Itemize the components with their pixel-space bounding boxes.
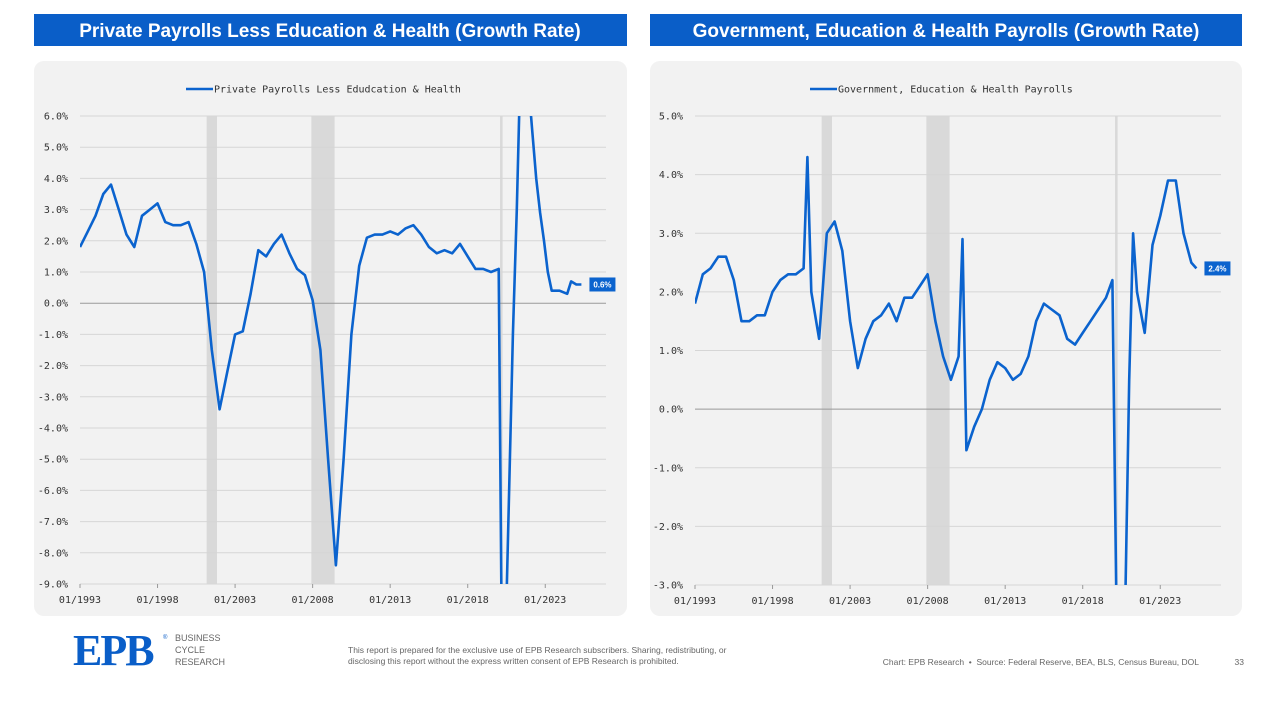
y-tick-label: -4.0% [38, 424, 68, 435]
x-tick-label: 01/2003 [214, 595, 256, 606]
disclaimer: disclosing this report without the expre… [348, 656, 679, 666]
source: Chart: EPB Research • Source: Federal Re… [883, 657, 1199, 667]
y-tick-label: 3.0% [44, 205, 68, 216]
x-tick-label: 01/1993 [674, 596, 716, 607]
title-bar [650, 14, 1242, 46]
logo-registered: ® [163, 634, 168, 641]
legend-label: Government, Education & Health Payrolls [838, 85, 1073, 96]
data-line [695, 155, 1198, 585]
x-tick-label: 01/1998 [751, 596, 793, 607]
y-tick-label: 4.0% [44, 174, 68, 185]
y-tick-label: 6.0% [44, 112, 68, 123]
x-tick-label: 01/2013 [369, 595, 411, 606]
y-tick-label: -1.0% [38, 330, 68, 341]
chart-title: Private Payrolls Less Education & Health… [79, 21, 581, 42]
value-label-box [1204, 261, 1231, 276]
x-tick-label: 01/1993 [59, 595, 101, 606]
x-tick-label: 01/2018 [447, 595, 489, 606]
y-tick-label: -8.0% [38, 548, 68, 559]
value-label: 0.6% [593, 280, 611, 289]
y-tick-label: -9.0% [38, 580, 68, 591]
y-tick-label: -3.0% [653, 581, 683, 592]
x-tick-label: 01/2018 [1062, 596, 1104, 607]
y-tick-label: 5.0% [659, 112, 683, 123]
chart-title: Government, Education & Health Payrolls … [693, 21, 1200, 42]
logo: EPB [73, 626, 154, 675]
x-tick-label: 01/2023 [1139, 596, 1181, 607]
x-tick-label: 01/2013 [984, 596, 1026, 607]
disclaimer: This report is prepared for the exclusiv… [348, 645, 727, 655]
x-tick-label: 01/2008 [292, 595, 334, 606]
y-tick-label: 0.0% [659, 405, 683, 416]
y-tick-label: -2.0% [38, 361, 68, 372]
y-tick-label: 2.0% [44, 236, 68, 247]
x-tick-label: 01/1998 [136, 595, 178, 606]
y-tick-label: -6.0% [38, 486, 68, 497]
y-tick-label: -3.0% [38, 392, 68, 403]
recession-band [500, 116, 503, 584]
y-tick-label: 1.0% [659, 346, 683, 357]
x-tick-label: 01/2023 [524, 595, 566, 606]
y-tick-label: 2.0% [659, 287, 683, 298]
title-bar [34, 14, 627, 46]
x-tick-label: 01/2003 [829, 596, 871, 607]
y-tick-label: 5.0% [44, 143, 68, 154]
data-line [80, 116, 582, 584]
legend-label: Private Payrolls Less Edudcation & Healt… [214, 85, 461, 96]
logo-word: BUSINESS [175, 633, 221, 643]
y-tick-label: -5.0% [38, 455, 68, 466]
y-tick-label: 0.0% [44, 299, 68, 310]
page-number: 33 [1235, 657, 1245, 667]
x-tick-label: 01/2008 [907, 596, 949, 607]
y-tick-label: -7.0% [38, 517, 68, 528]
value-label: 2.4% [1208, 264, 1226, 273]
logo-word: CYCLE [175, 645, 205, 655]
y-tick-label: 4.0% [659, 170, 683, 181]
y-tick-label: -2.0% [653, 522, 683, 533]
y-tick-label: -1.0% [653, 463, 683, 474]
y-tick-label: 3.0% [659, 229, 683, 240]
value-label-box [589, 277, 616, 292]
y-tick-label: 1.0% [44, 268, 68, 279]
logo-word: RESEARCH [175, 657, 225, 667]
